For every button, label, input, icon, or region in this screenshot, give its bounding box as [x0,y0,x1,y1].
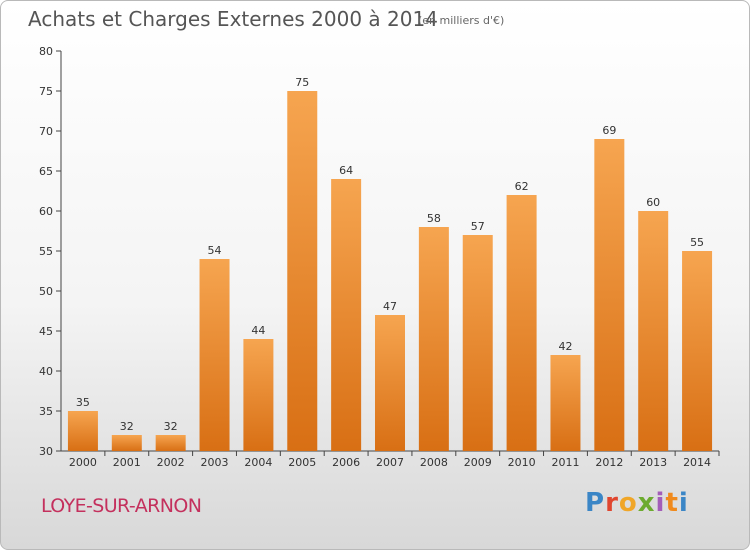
bar-2000 [67,411,98,451]
x-tick-label: 2013 [639,456,667,469]
bar-2001 [111,435,142,451]
bar-2010 [506,195,537,451]
x-tick-label: 2008 [420,456,448,469]
x-tick-label: 2009 [464,456,492,469]
data-label-2010: 62 [515,180,529,193]
bar-2004 [243,339,274,451]
data-label-2011: 42 [558,340,572,353]
y-tick-label: 65 [39,165,53,178]
data-label-2007: 47 [383,300,397,313]
data-label-2002: 32 [164,420,178,433]
y-tick-label: 35 [39,405,53,418]
y-tick-label: 80 [39,45,53,58]
data-label-2000: 35 [76,396,90,409]
y-tick-label: 75 [39,85,53,98]
bar-2005 [287,91,318,451]
x-tick-label: 2001 [113,456,141,469]
chart-subtitle: (en milliers d'€) [418,14,505,27]
x-tick-label: 2000 [69,456,97,469]
y-tick-label: 60 [39,205,53,218]
proxiti-logo[interactable]: Proxiti [585,488,689,518]
y-tick-label: 55 [39,245,53,258]
data-labels: 35 32 32 54 44 75 64 47 58 57 62 42 69 60 55 [76,76,704,433]
x-tick-label: 2011 [551,456,579,469]
data-label-2001: 32 [120,420,134,433]
chart-title: Achats et Charges Externes 2000 à 2014 [28,7,438,31]
bar-2012 [594,139,625,451]
x-tick-label: 2007 [376,456,404,469]
data-label-2014: 55 [690,236,704,249]
y-tick-label: 45 [39,325,53,338]
x-tick-label: 2012 [595,456,623,469]
y-tick-label: 30 [39,445,53,458]
x-tick-label: 2010 [508,456,536,469]
data-label-2003: 54 [208,244,222,257]
bar-2013 [638,211,669,451]
bar-2002 [155,435,186,451]
x-tick-label: 2014 [683,456,711,469]
bar-2003 [199,259,230,451]
commune-name: LOYE-SUR-ARNON [41,495,202,517]
data-label-2009: 57 [471,220,485,233]
data-label-2008: 58 [427,212,441,225]
bar-2006 [331,179,362,451]
x-tick-label: 2005 [288,456,316,469]
bar-2014 [682,251,713,451]
x-tick-label: 2003 [201,456,229,469]
x-tick-label: 2004 [244,456,272,469]
x-axis: 2000 2001 2002 2003 2004 2005 2006 2007 2008 2009… [61,450,720,469]
y-axis: 30 35 40 45 50 55 60 65 70 75 80 [39,45,62,458]
y-tick-label: 40 [39,365,53,378]
x-tick-label: 2006 [332,456,360,469]
bar-2011 [550,355,581,451]
y-tick-label: 70 [39,125,53,138]
data-label-2004: 44 [251,324,265,337]
data-label-2006: 64 [339,164,353,177]
x-tick-label: 2002 [157,456,185,469]
bar-2008 [418,227,449,451]
bar-series [67,91,713,451]
y-tick-label: 50 [39,285,53,298]
data-label-2012: 69 [602,124,616,137]
bar-2009 [462,235,493,451]
data-label-2005: 75 [295,76,309,89]
bar-2007 [375,315,405,451]
data-label-2013: 60 [646,196,660,209]
